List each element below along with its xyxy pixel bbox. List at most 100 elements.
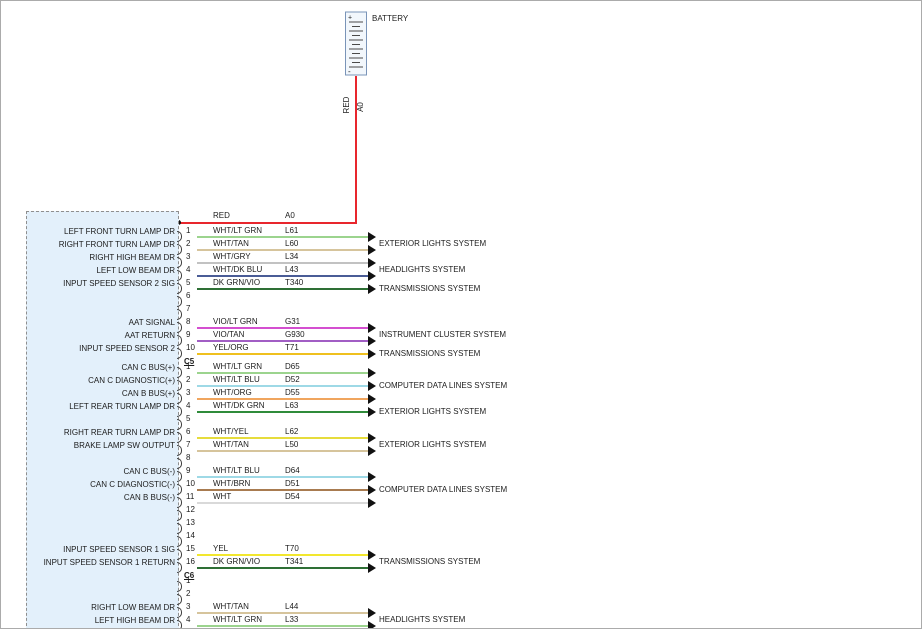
wire-circuit-label: D51 [285,479,300,488]
arrow-right-icon [368,563,376,573]
pin-number: 10 [186,479,195,488]
pin-number: 7 [186,304,191,313]
wire-line [197,625,368,627]
pin-bracket [177,380,182,391]
wire-line [197,353,368,355]
feed-wire-circuit-label: A0 [356,102,365,112]
header-wire-circuit: A0 [285,211,295,220]
connector-label: C5 [184,357,195,366]
pin-bracket [177,549,182,560]
pin-function-label: CAN C DIAGNOSTIC(-) [90,480,175,489]
wire-line [197,502,368,504]
wire-line [197,262,368,264]
wire-line [197,236,368,238]
wire-circuit-label: T341 [285,557,304,566]
system-label: COMPUTER DATA LINES SYSTEM [379,485,508,494]
battery-label: BATTERY [372,14,409,23]
wire-color-label: DK GRN/VIO [213,557,261,566]
pin-bracket [177,244,182,255]
wire-line [197,437,368,439]
pin-bracket [177,296,182,307]
pin-number: 8 [186,453,191,462]
arrow-right-icon [368,621,376,628]
pin-number: 1 [186,362,191,371]
wire-color-label: WHT/TAN [213,239,249,248]
arrow-right-icon [368,368,376,378]
wire-line [197,398,368,400]
pin-bracket [177,484,182,495]
pin-bracket [177,283,182,294]
system-label: COMPUTER DATA LINES SYSTEM [379,381,508,390]
pin-function-label: BRAKE LAMP SW OUTPUT [73,441,175,450]
arrow-right-icon [368,323,376,333]
pin-number: 7 [186,440,191,449]
wire-circuit-label: L61 [285,226,299,235]
pin-function-label: INPUT SPEED SENSOR 2 [79,344,175,353]
arrow-right-icon [368,232,376,242]
wire-color-label: WHT/TAN [213,440,249,449]
pin-bracket [177,406,182,417]
pin-number: 3 [186,602,191,611]
pin-number: 2 [186,589,191,598]
pin-bracket [177,581,182,592]
pin-bracket [177,562,182,573]
system-label: INSTRUMENT CLUSTER SYSTEM [379,329,506,339]
wire-circuit-label: L33 [285,615,299,624]
pin-function-label: RIGHT HIGH BEAM DR [89,253,175,262]
pin-function-label: INPUT SPEED SENSOR 2 SIG [63,279,175,288]
feed-wire-color-label: RED [342,96,351,114]
wire-line [197,567,368,569]
pin-bracket [177,445,182,456]
pin-number: 15 [186,544,195,553]
pin-function-label: CAN B BUS(+) [121,389,175,398]
arrow-right-icon [368,498,376,508]
wire-circuit-label: D52 [285,375,300,384]
arrow-right-icon [368,349,376,359]
system-label: EXTERIOR LIGHTS SYSTEM [379,439,487,449]
wire-color-label: WHT/YEL [213,427,249,436]
pin-function-label: CAN C BUS(-) [123,467,175,476]
pin-bracket [177,335,182,346]
pin-bracket [177,348,182,359]
pin-number: 2 [186,375,191,384]
pin-bracket [177,536,182,547]
wire-line [197,450,368,452]
pin-bracket [177,607,182,618]
feed-wire-vertical [355,76,357,224]
pin-number: 5 [186,414,191,423]
pin-function-label: RIGHT FRONT TURN LAMP DR [58,240,175,249]
pin-bracket [177,231,182,242]
arrow-right-icon [368,271,376,281]
wire-color-label: WHT/LT GRN [213,226,263,235]
wire-circuit-label: G31 [285,317,301,326]
arrow-right-icon [368,550,376,560]
arrow-right-icon [368,258,376,268]
pin-number: 1 [186,226,191,235]
wire-color-label: WHT/DK BLU [213,265,263,274]
wire-color-label: WHT/ORG [213,388,252,397]
system-label: HEADLIGHTS SYSTEM [379,264,466,274]
pin-number: 3 [186,388,191,397]
pin-bracket [177,471,182,482]
wire-color-label: WHT/LT BLU [213,466,260,475]
system-label: TRANSMISSIONS SYSTEM [379,349,481,358]
arrow-right-icon [368,608,376,618]
pin-function-label: CAN C DIAGNOSTIC(+) [88,376,175,385]
pin-number: 6 [186,427,191,436]
pin-function-label: AAT SIGNAL [128,318,175,327]
wire-color-label: YEL/ORG [213,343,249,352]
pin-number: 4 [186,401,191,410]
battery-icon: + - [345,11,367,76]
header-wire-color: RED [213,211,230,220]
battery-minus-sign: - [348,67,351,76]
pin-number: 9 [186,466,191,475]
pin-bracket [177,367,182,378]
wire-circuit-label: T71 [285,343,299,352]
arrow-right-icon [368,485,376,495]
arrow-right-icon [368,394,376,404]
wire-color-label: WHT/TAN [213,602,249,611]
arrow-right-icon [368,284,376,294]
wire-line [197,476,368,478]
wire-circuit-label: L34 [285,252,299,261]
arrow-right-icon [368,433,376,443]
